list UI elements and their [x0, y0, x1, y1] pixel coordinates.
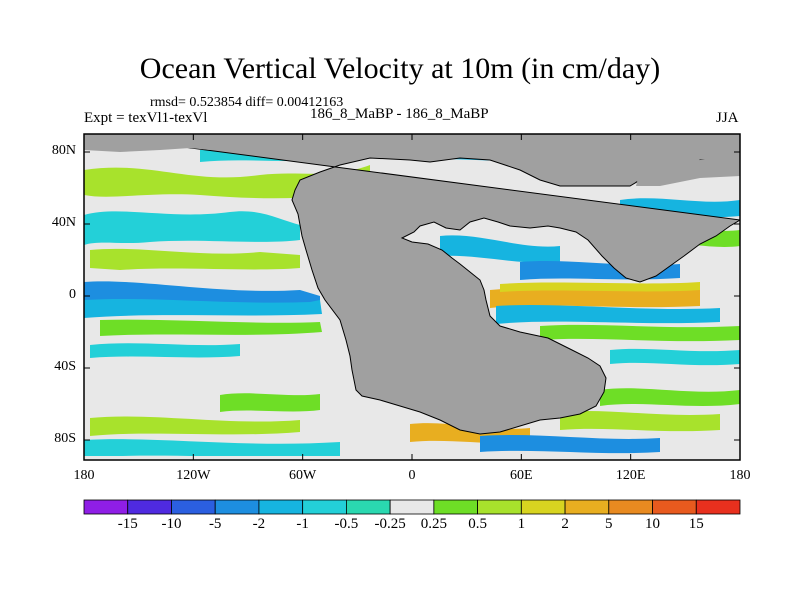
x-tick-label: 120W — [176, 468, 211, 483]
y-tick-label: 40N — [51, 215, 76, 230]
y-tick-label: 80S — [54, 431, 76, 446]
rmsd-diff-stats: rmsd= 0.523854 diff= 0.00412163 — [150, 95, 344, 110]
colorbar-swatch — [477, 499, 522, 515]
colorbar-swatch — [171, 499, 216, 515]
colorbar-label: 2 — [561, 516, 569, 532]
axis-ticks — [83, 134, 741, 460]
colorbar-swatch — [433, 499, 479, 515]
colorbar-label: -5 — [208, 516, 222, 532]
colorbar-label: -10 — [161, 516, 182, 532]
colorbar-swatch — [214, 499, 260, 515]
colorbar — [83, 499, 741, 515]
colorbar-label: -0.25 — [374, 516, 406, 532]
x-tick-label: 0 — [408, 468, 416, 483]
colorbar-swatch — [389, 499, 435, 515]
colorbar-label: 1 — [517, 516, 526, 532]
colorbar-swatch — [345, 499, 391, 515]
colorbar-swatch — [302, 499, 347, 515]
land-masses — [84, 134, 740, 435]
map-title: Ocean Vertical Velocity at 10m (in cm/da… — [139, 52, 661, 85]
x-tick-label: 120E — [615, 468, 646, 483]
y-tick-label: 80N — [51, 143, 76, 158]
x-tick-label: 60E — [510, 468, 533, 483]
colorbar-swatch — [258, 499, 304, 515]
run-comparison-label: 186_8_MaBP - 186_8_MaBP — [310, 106, 489, 122]
colorbar-label: -15 — [117, 516, 138, 532]
colorbar-label: 0.25 — [420, 516, 447, 532]
colorbar-swatch — [695, 499, 741, 515]
x-tick-label: 180 — [73, 468, 95, 483]
colorbar-label: 5 — [605, 516, 613, 532]
x-tick-label: 60W — [289, 468, 317, 483]
colorbar-swatch — [564, 499, 610, 515]
colorbar-swatch — [83, 499, 129, 515]
colorbar-swatch — [520, 499, 566, 515]
colorbar-label: -0.5 — [334, 516, 359, 532]
colorbar-label: 0.5 — [468, 516, 487, 532]
colorbar-swatch — [608, 499, 653, 515]
y-tick-label: 0 — [69, 287, 76, 302]
experiment-label: Expt = texVl1-texVl — [84, 110, 208, 126]
colorbar-swatch — [652, 499, 697, 515]
colorbar-label: 15 — [688, 516, 704, 532]
x-tick-label: 180 — [729, 468, 751, 483]
y-tick-label: 40S — [54, 359, 76, 374]
colorbar-label: 10 — [645, 516, 661, 532]
season-label: JJA — [716, 110, 739, 126]
colorbar-label: -1 — [296, 516, 309, 532]
colorbar-swatch — [127, 499, 172, 515]
colorbar-label: -2 — [252, 516, 266, 532]
